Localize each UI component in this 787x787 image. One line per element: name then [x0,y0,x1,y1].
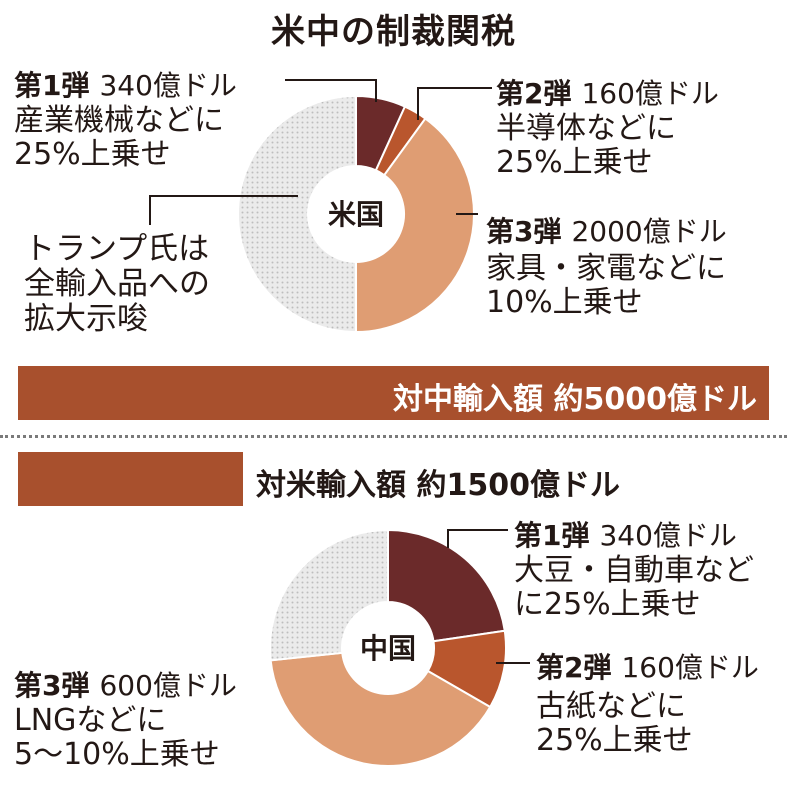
cn-slice-2-head: 第2弾 160億ドル [536,651,759,684]
leader-cn-1 [447,529,508,548]
us-slice-3 [355,117,475,334]
chart-title: 米中の制裁関税 [271,12,516,52]
us-slice-2-desc: 半導体などに 25%上乗せ [496,111,676,180]
cn-slice-2-desc: 古紙などに 25%上乗せ [536,689,693,758]
divider [0,435,787,438]
us-import-label: 対中輸入額 約5000億ドル [393,382,757,417]
pie-cn: 中国 [269,528,507,767]
us-import-bar [18,366,769,420]
cn-slice-3-desc: LNGなどに 5～10%上乗せ [14,703,220,772]
leader-us-4 [149,195,298,225]
cn-slice-1 [387,528,506,643]
cn-slice-1-desc: 大豆・自動車など に25%上乗せ [514,553,754,622]
cn-import-label: 対米輸入額 約1500億ドル [256,468,620,503]
leader-us-1 [285,79,377,102]
pie-us: 米国 [237,94,475,334]
cn-slice-4 [269,528,389,662]
us-slice-4 [237,94,357,334]
cn-import-bar [18,452,243,506]
us-slice-3-desc: 家具・家電などに 10%上乗せ [486,251,726,320]
us-slice-4-note: トランプ氏は 全輸入品への 拡大示唆 [24,231,210,337]
cn-slice-3 [269,651,492,767]
cn-slice-1-head: 第1弾 340億ドル [514,519,737,552]
us-slice-1-head: 第1弾 340億ドル [14,69,237,102]
us-center-label: 米国 [328,198,384,231]
us-slice-2-head: 第2弾 160億ドル [496,77,719,110]
cn-center-label: 中国 [360,632,416,665]
cn-slice-3-head: 第3弾 600億ドル [14,669,237,702]
us-slice-3-head: 第3弾 2000億ドル [486,215,727,248]
leader-us-2 [417,87,492,120]
us-slice-1-desc: 産業機械などに 25%上乗せ [14,103,224,172]
